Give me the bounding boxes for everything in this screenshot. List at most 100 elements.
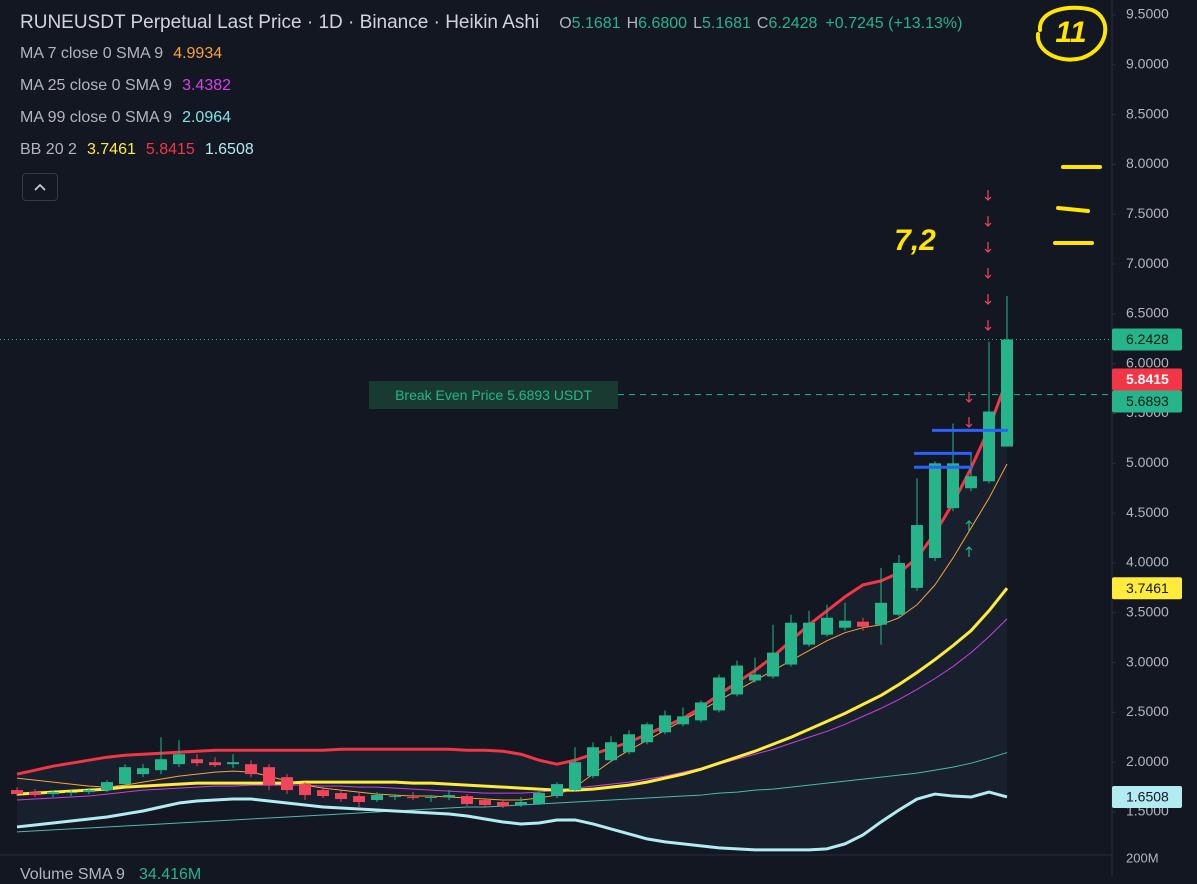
candle-body (407, 797, 419, 799)
candle-body (983, 411, 995, 482)
chevron-icon (34, 183, 46, 191)
signal-arrow (984, 190, 992, 201)
y-tick-label: 8.5000 (1126, 105, 1169, 121)
signal-arrow (984, 216, 992, 227)
break-even-label: Break Even Price 5.6893 USDT (369, 381, 618, 409)
collapse-button[interactable] (22, 173, 58, 201)
volume-label: Volume SMA 9 (20, 866, 125, 883)
price-badge (1112, 368, 1182, 391)
ohlc-key: L (693, 15, 702, 32)
y-tick-label: 3.5000 (1126, 603, 1169, 619)
candle-body (785, 622, 797, 665)
candle-body (29, 792, 41, 796)
candle-body (857, 621, 869, 627)
candle-body (497, 802, 509, 807)
volume-axis-label: 200M (1126, 850, 1159, 865)
y-tick-label: 4.5000 (1126, 504, 1169, 520)
volume-legend: Volume SMA 9 34.416M (20, 866, 201, 884)
candle-body (11, 790, 23, 795)
price-badge-text: 5.6893 (1126, 393, 1169, 409)
candle-body (245, 764, 257, 775)
indicator-label: MA 25 close 0 SMA 9 (20, 77, 173, 94)
y-tick-label: 4.0000 (1126, 554, 1169, 570)
indicator-value: 4.9934 (173, 45, 223, 62)
signal-arrow (965, 520, 973, 531)
ohlc-key: O (559, 15, 572, 32)
indicator-row: BB 20 2 3.7461 5.8415 1.6508 (20, 141, 254, 159)
price-badge (1112, 785, 1182, 808)
candle-body (281, 777, 293, 791)
indicator-line (16, 752, 1008, 833)
price-change: +0.7245 (+13.13%) (825, 15, 963, 32)
price-badge-text: 5.8415 (1126, 371, 1169, 387)
candle-body (191, 759, 203, 764)
indicator-line (16, 790, 1008, 852)
indicator-value: 3.4382 (182, 77, 232, 94)
candle-body (641, 724, 653, 743)
candle-body (965, 476, 977, 489)
candle-body (929, 463, 941, 558)
candle-body (569, 762, 581, 791)
handwriting (1035, 5, 1108, 245)
candle-body (587, 747, 599, 777)
hand-note: 11 (1055, 16, 1086, 49)
y-tick-label: 9.0000 (1126, 56, 1169, 72)
signal-arrow (965, 392, 973, 403)
indicator-line (16, 378, 1009, 776)
candle-body (695, 702, 707, 721)
ohlc-value: 6.2428 (768, 15, 818, 32)
y-tick-label: 7.5000 (1126, 205, 1169, 221)
symbol-title: RUNEUSDT Perpetual Last Price · 1D · Bin… (20, 12, 540, 33)
signal-arrow (984, 268, 992, 279)
candle-body (893, 562, 905, 615)
candle-body (299, 784, 311, 796)
candle-body (803, 622, 815, 645)
candle-body (749, 674, 761, 681)
indicator-line (16, 463, 1008, 801)
bb-fill (17, 379, 1007, 850)
candle-body (713, 677, 725, 711)
candle-body (875, 602, 887, 625)
y-tick-label: 6.0000 (1126, 354, 1169, 370)
candle-body (605, 742, 617, 761)
candle-body (947, 463, 959, 509)
candle-body (677, 716, 689, 725)
y-tick-label: 8.0000 (1126, 155, 1169, 171)
candle-body (821, 617, 833, 635)
signal-arrow (965, 417, 973, 428)
candle-body (227, 762, 239, 765)
signal-arrow (965, 546, 973, 557)
indicator-line (16, 618, 1008, 801)
candle-body (371, 795, 383, 801)
y-tick-label: 5.0000 (1126, 454, 1169, 470)
ohlc-value: 5.1681 (701, 15, 751, 32)
price-badge-text: 3.7461 (1126, 580, 1169, 596)
candle-body (263, 767, 275, 786)
y-tick-label: 2.0000 (1126, 753, 1169, 769)
candle-body (623, 734, 635, 753)
hand-note: 7,2 (894, 224, 936, 257)
candle-body (47, 792, 59, 795)
indicator-label: MA 99 close 0 SMA 9 (20, 109, 173, 126)
header: RUNEUSDT Perpetual Last Price · 1D · Bin… (20, 12, 962, 34)
candle-body (839, 620, 851, 628)
hand-circle (1035, 5, 1108, 62)
indicator-label: BB 20 2 (20, 141, 77, 158)
price-badge-text: 6.2428 (1126, 331, 1169, 347)
candle-body (515, 802, 527, 806)
y-tick-label: 6.5000 (1126, 305, 1169, 321)
candle-body (425, 797, 437, 799)
candle-body (1001, 339, 1013, 447)
candle-body (911, 525, 923, 588)
indicator-row: MA 7 close 0 SMA 9 4.9934 (20, 45, 222, 63)
y-tick-label: 7.0000 (1126, 255, 1169, 271)
candle-body (173, 754, 185, 765)
price-badge (1112, 328, 1182, 351)
candle-body (119, 767, 131, 785)
indicator-line (16, 587, 1009, 796)
volume-value: 34.416M (138, 866, 202, 883)
ohlc-value: 5.1681 (571, 15, 621, 32)
candle-body (767, 652, 779, 677)
